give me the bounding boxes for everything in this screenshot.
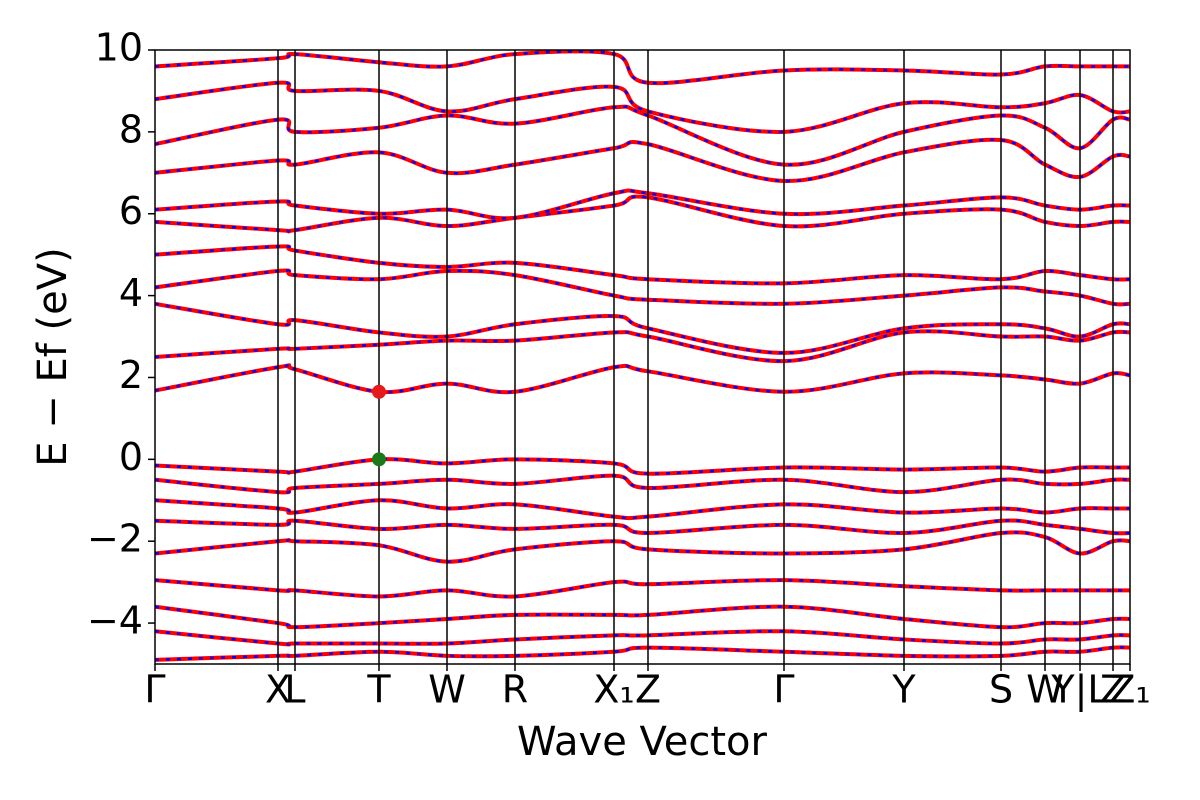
band-line-dashed <box>155 195 1130 233</box>
band-line <box>155 104 1130 167</box>
band-line <box>155 137 1130 183</box>
x-tick-label: Γ <box>773 668 794 712</box>
band-line-dashed <box>155 269 1130 306</box>
y-tick-label: −4 <box>87 599 143 643</box>
y-tick-label: −2 <box>87 517 143 561</box>
y-tick-label: 10 <box>95 26 143 70</box>
y-tick-label: 8 <box>119 107 143 151</box>
x-axis-label: Wave Vector <box>517 719 768 765</box>
x-tick-label: L <box>284 668 305 712</box>
x-tick-label: W <box>1026 668 1064 712</box>
y-tick-label: 6 <box>119 189 143 233</box>
band-line <box>155 194 1130 234</box>
x-tick-label: X₁ <box>593 668 634 712</box>
band-line <box>155 50 1130 86</box>
band-line-dashed <box>155 189 1130 220</box>
band-line-dashed <box>155 474 1130 494</box>
x-tick-label: S <box>989 668 1013 712</box>
band-line <box>155 363 1130 395</box>
axes-frame <box>154 49 1131 665</box>
x-tick-label: Γ <box>144 668 165 712</box>
band-line-dashed <box>155 364 1130 394</box>
band-edge-marker <box>372 384 386 399</box>
band-line <box>155 473 1130 495</box>
band-line-dashed <box>155 138 1130 183</box>
y-tick-label: 2 <box>119 353 143 397</box>
band-line-dashed <box>155 578 1130 598</box>
band-line <box>155 188 1130 221</box>
band-edge-marker <box>372 452 386 467</box>
x-tick-label: Z₁ <box>1109 668 1150 712</box>
x-tick-label: W <box>428 668 466 712</box>
plot-area <box>155 50 1130 662</box>
band-line <box>155 604 1130 630</box>
band-line-dashed <box>155 519 1130 535</box>
band-line-dashed <box>155 81 1130 134</box>
x-tick-label: T <box>366 668 391 712</box>
x-tick-label: X <box>265 668 291 712</box>
band-line-dashed <box>155 499 1130 520</box>
y-axis-label: E − Ef (eV) <box>30 247 76 466</box>
band-line <box>155 578 1130 599</box>
band-line <box>155 244 1130 286</box>
x-tick-label: Y|L <box>1050 668 1108 713</box>
band-line <box>155 629 1130 647</box>
y-tick-label: 0 <box>119 435 143 479</box>
band-line <box>155 301 1130 355</box>
band-line <box>155 457 1130 476</box>
band-line <box>155 645 1130 662</box>
band-line <box>155 80 1130 134</box>
x-tick-label: R <box>502 668 528 712</box>
x-tick-label: Y <box>891 668 916 712</box>
band-line <box>155 498 1130 521</box>
y-tick-label: 4 <box>119 271 143 315</box>
x-tick-label: Z <box>635 668 661 712</box>
x-tick-label: Z <box>1100 668 1126 712</box>
